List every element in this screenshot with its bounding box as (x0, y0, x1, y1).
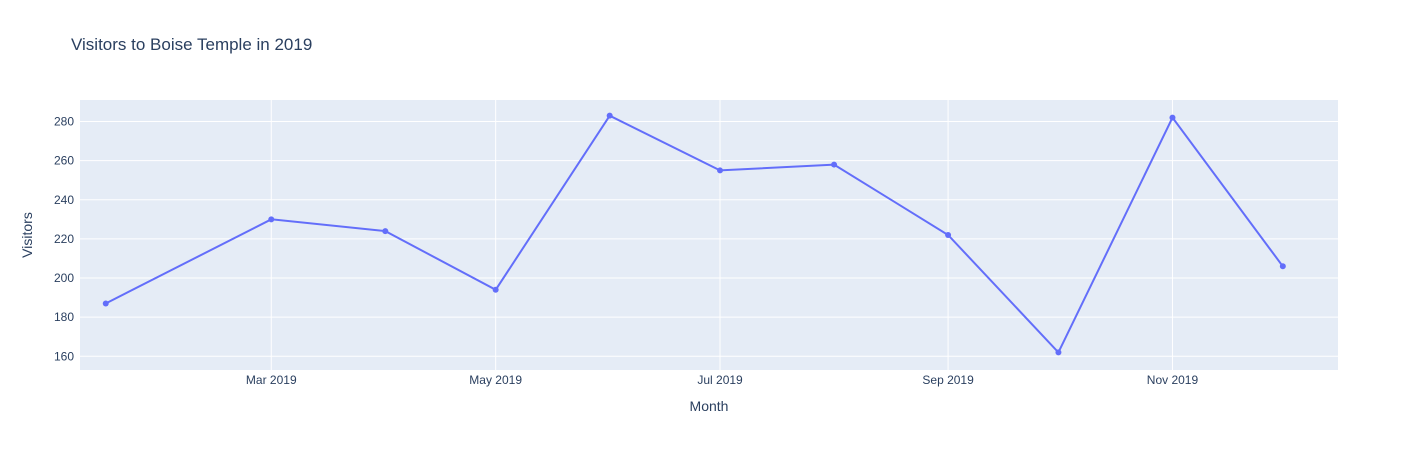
x-gridlines (270, 100, 1173, 370)
data-point (102, 300, 109, 307)
data-point (1279, 263, 1286, 270)
chart-title: Visitors to Boise Temple in 2019 (71, 35, 312, 54)
data-point (831, 161, 838, 168)
y-tick-label: 200 (54, 271, 74, 285)
y-tick-label: 280 (54, 115, 74, 129)
y-tick-label: 220 (54, 232, 74, 246)
y-tick-label: 160 (54, 349, 74, 363)
data-point (268, 216, 275, 223)
x-tick-label: May 2019 (469, 373, 522, 387)
data-points (102, 112, 1286, 356)
data-point (492, 286, 499, 293)
y-gridlines (80, 121, 1338, 357)
x-axis-title: Month (690, 398, 729, 414)
data-point (1169, 114, 1176, 121)
data-point (606, 112, 613, 119)
y-axis-title: Visitors (19, 212, 35, 258)
y-tick-label: 180 (54, 310, 74, 324)
data-point (382, 228, 389, 235)
x-tick-label: Mar 2019 (246, 373, 297, 387)
y-tick-label: 260 (54, 154, 74, 168)
data-point (1055, 349, 1062, 356)
y-tick-label: 240 (54, 193, 74, 207)
y-axis-ticks: 160 180 200 220 240 260 280 (54, 115, 74, 364)
plot-area (80, 100, 1338, 370)
data-point (717, 167, 724, 174)
x-tick-label: Jul 2019 (697, 373, 743, 387)
x-axis-ticks: Mar 2019 May 2019 Jul 2019 Sep 2019 Nov 2019 (246, 373, 1199, 387)
x-tick-label: Sep 2019 (922, 373, 974, 387)
x-tick-label: Nov 2019 (1147, 373, 1199, 387)
data-point (945, 232, 952, 238)
